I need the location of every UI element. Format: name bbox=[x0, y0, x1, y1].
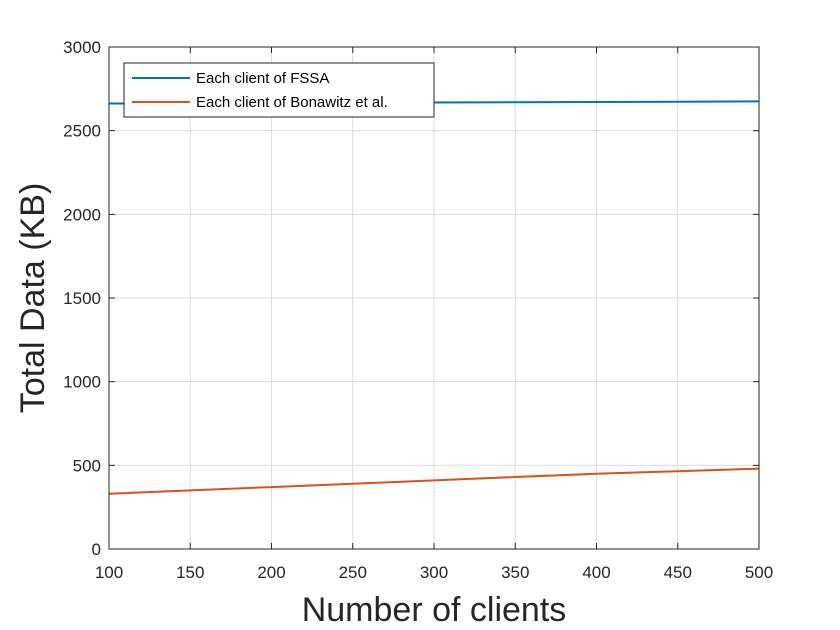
legend-label-fssa: Each client of FSSA bbox=[196, 70, 329, 87]
x-tick-label: 250 bbox=[339, 563, 367, 582]
y-tick-label: 1000 bbox=[63, 373, 101, 392]
x-tick-label: 450 bbox=[664, 563, 692, 582]
x-tick-label: 150 bbox=[176, 563, 204, 582]
legend-label-bonawitz: Each client of Bonawitz et al. bbox=[196, 94, 388, 111]
legend: Each client of FSSA Each client of Bonaw… bbox=[123, 62, 435, 118]
y-tick-label: 500 bbox=[73, 456, 101, 475]
y-tick-label: 3000 bbox=[63, 38, 101, 57]
x-tick-label: 300 bbox=[420, 563, 448, 582]
y-tick-label: 1500 bbox=[63, 289, 101, 308]
x-axis-title: Number of clients bbox=[302, 591, 567, 629]
x-tick-label: 400 bbox=[582, 563, 610, 582]
y-axis-title: Total Data (KB) bbox=[14, 183, 52, 414]
x-tick-label: 500 bbox=[745, 563, 773, 582]
x-tick-label: 350 bbox=[501, 563, 529, 582]
x-tick-label: 100 bbox=[95, 563, 123, 582]
series-line-1 bbox=[108, 467, 760, 495]
y-axis-ticks: 0 500 1000 1500 2000 2500 3000 bbox=[63, 38, 759, 559]
x-axis-ticks: 100 150 200 250 300 350 400 450 500 bbox=[95, 47, 773, 582]
x-tick-label: 200 bbox=[257, 563, 285, 582]
y-tick-label: 2000 bbox=[63, 205, 101, 224]
y-tick-label: 0 bbox=[92, 540, 101, 559]
y-tick-label: 2500 bbox=[63, 122, 101, 141]
legend-box bbox=[123, 62, 435, 118]
